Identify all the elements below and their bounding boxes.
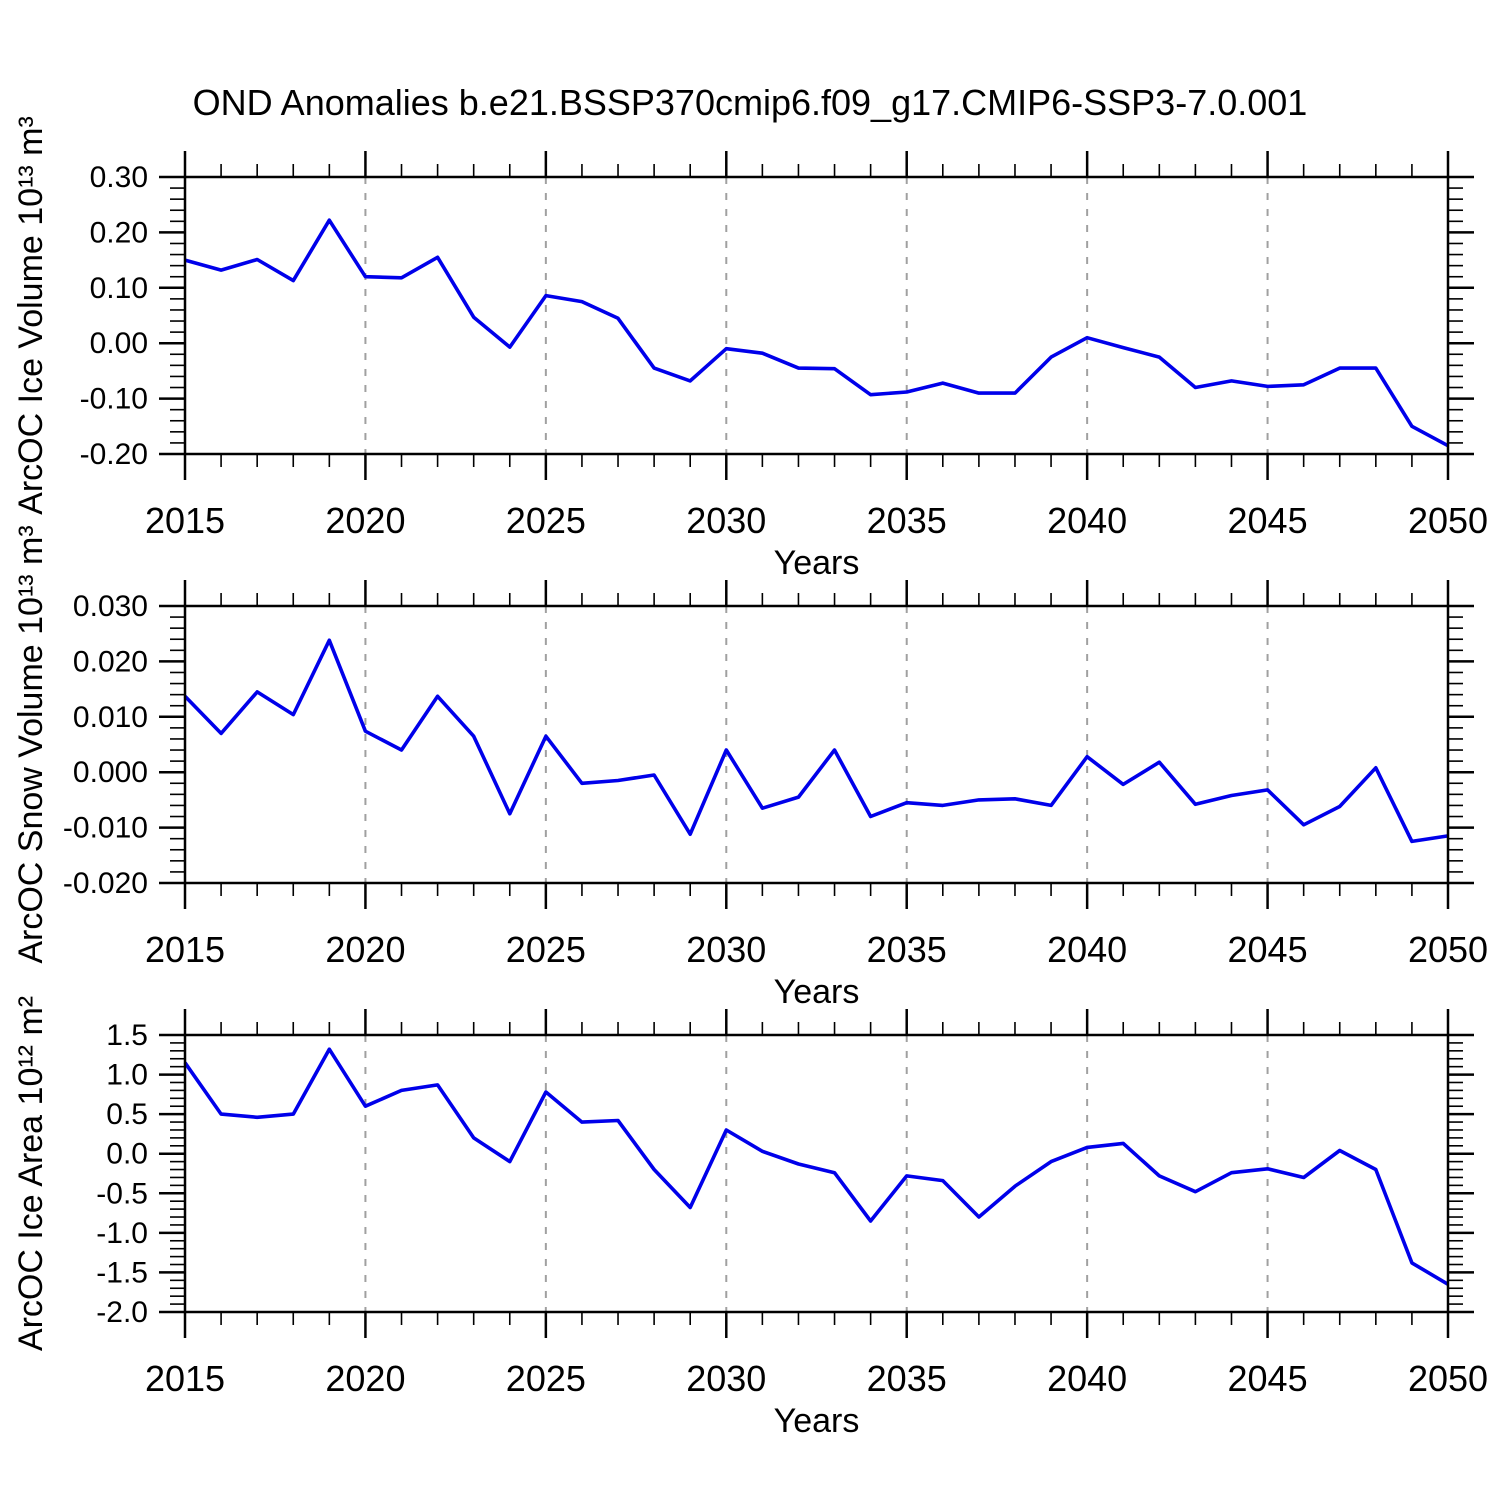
svg-text:2040: 2040 bbox=[1047, 1358, 1127, 1399]
svg-text:2050: 2050 bbox=[1408, 929, 1488, 970]
svg-text:2030: 2030 bbox=[686, 929, 766, 970]
svg-text:0.20: 0.20 bbox=[90, 216, 148, 249]
svg-text:2020: 2020 bbox=[325, 929, 405, 970]
svg-text:2045: 2045 bbox=[1228, 1358, 1308, 1399]
chart-title: OND Anomalies b.e21.BSSP370cmip6.f09_g17… bbox=[192, 82, 1308, 123]
y-axis-title: ArcOC Snow Volume 10¹³ m³ bbox=[12, 525, 50, 963]
svg-text:2045: 2045 bbox=[1228, 929, 1308, 970]
gridlines bbox=[364, 177, 1269, 454]
svg-text:0.030: 0.030 bbox=[73, 590, 148, 623]
svg-text:-2.0: -2.0 bbox=[96, 1296, 148, 1329]
x-axis-title: Years bbox=[774, 1402, 860, 1440]
x-axis-title: Years bbox=[774, 544, 860, 582]
plot-frame bbox=[183, 604, 1450, 885]
axis-ticks bbox=[159, 1009, 1474, 1338]
axis-ticks bbox=[159, 580, 1474, 909]
svg-text:0.000: 0.000 bbox=[73, 756, 148, 789]
svg-text:2035: 2035 bbox=[867, 500, 947, 541]
svg-text:-0.010: -0.010 bbox=[63, 812, 148, 845]
y-tick-labels: 0.030 0.020 0.010 0.000 -0.010 -0.020 bbox=[63, 590, 148, 900]
axis-ticks bbox=[159, 151, 1474, 480]
svg-text:2035: 2035 bbox=[867, 929, 947, 970]
svg-text:0.5: 0.5 bbox=[106, 1098, 148, 1131]
svg-text:1.0: 1.0 bbox=[106, 1059, 148, 1092]
gridlines bbox=[364, 606, 1269, 883]
x-axis-title: Years bbox=[774, 973, 860, 1011]
y-axis-title: ArcOC Ice Volume 10¹³ m³ bbox=[12, 116, 50, 515]
svg-text:2040: 2040 bbox=[1047, 500, 1127, 541]
svg-text:0.010: 0.010 bbox=[73, 701, 148, 734]
panel-ice-area: 2015 2020 2025 2030 2035 2040 2045 2050 1.5 1.0 0.… bbox=[12, 996, 1488, 1440]
plot-frame bbox=[183, 175, 1450, 456]
svg-text:2025: 2025 bbox=[506, 1358, 586, 1399]
svg-text:-0.5: -0.5 bbox=[96, 1177, 148, 1210]
svg-text:2015: 2015 bbox=[145, 500, 225, 541]
svg-text:-0.10: -0.10 bbox=[80, 383, 148, 416]
x-tick-labels: 2015 2020 2025 2030 2035 2040 2045 2050 bbox=[145, 929, 1488, 970]
svg-text:2030: 2030 bbox=[686, 1358, 766, 1399]
svg-text:0.020: 0.020 bbox=[73, 645, 148, 678]
plot-frame bbox=[183, 1033, 1450, 1314]
svg-text:0.0: 0.0 bbox=[106, 1138, 148, 1171]
svg-text:2040: 2040 bbox=[1047, 929, 1127, 970]
data-line bbox=[184, 218, 1449, 448]
svg-text:2020: 2020 bbox=[325, 500, 405, 541]
y-tick-labels: 1.5 1.0 0.5 0.0 -0.5 -1.0 -1.5 -2.0 bbox=[96, 1019, 148, 1329]
x-tick-labels: 2015 2020 2025 2030 2035 2040 2045 2050 bbox=[145, 1358, 1488, 1399]
data-line bbox=[183, 1047, 1449, 1286]
svg-text:-1.0: -1.0 bbox=[96, 1217, 148, 1250]
x-tick-labels: 2015 2020 2025 2030 2035 2040 2045 2050 bbox=[145, 500, 1488, 541]
panel-ice-volume: 2015 2020 2025 2030 2035 2040 2045 2050 0.30 0.20… bbox=[12, 116, 1488, 582]
svg-text:2030: 2030 bbox=[686, 500, 766, 541]
svg-text:-1.5: -1.5 bbox=[96, 1256, 148, 1289]
svg-text:2015: 2015 bbox=[145, 1358, 225, 1399]
svg-text:0.10: 0.10 bbox=[90, 272, 148, 305]
svg-text:0.00: 0.00 bbox=[90, 327, 148, 360]
svg-text:2025: 2025 bbox=[506, 500, 586, 541]
svg-text:2050: 2050 bbox=[1408, 500, 1488, 541]
svg-text:1.5: 1.5 bbox=[106, 1019, 148, 1052]
panel-snow-volume: 2015 2020 2025 2030 2035 2040 2045 20500.0300.0… bbox=[12, 525, 1488, 1011]
svg-text:0.30: 0.30 bbox=[90, 161, 148, 194]
svg-text:2020: 2020 bbox=[325, 1358, 405, 1399]
svg-text:2050: 2050 bbox=[1408, 1358, 1488, 1399]
svg-text:2025: 2025 bbox=[506, 929, 586, 970]
gridlines bbox=[364, 1035, 1269, 1312]
svg-text:2045: 2045 bbox=[1228, 500, 1308, 541]
svg-text:2015: 2015 bbox=[145, 929, 225, 970]
data-line bbox=[183, 638, 1449, 844]
svg-text:2035: 2035 bbox=[867, 1358, 947, 1399]
y-axis-title: ArcOC Ice Area 10¹² m² bbox=[12, 996, 50, 1351]
y-tick-labels: 0.30 0.20 0.10 0.00 -0.10 -0.20 bbox=[80, 161, 148, 471]
svg-text:-0.020: -0.020 bbox=[63, 867, 148, 900]
svg-text:-0.20: -0.20 bbox=[80, 438, 148, 471]
